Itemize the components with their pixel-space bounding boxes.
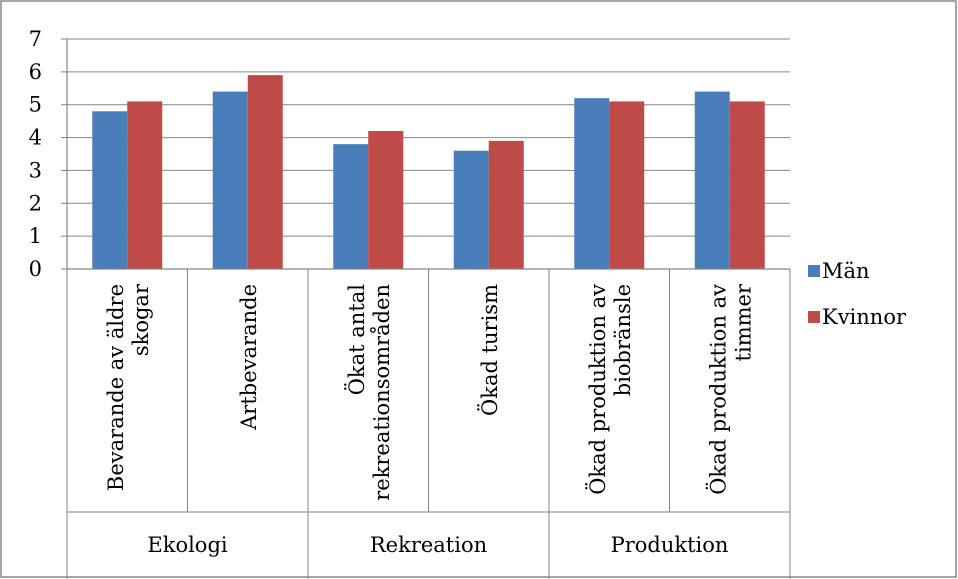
legend-label: Kvinnor: [822, 305, 907, 329]
y-tick-label: 5: [29, 93, 42, 117]
bar-kvinnor: [609, 101, 645, 269]
x-category-label-line: biobränsle: [611, 284, 635, 396]
legend-label: Män: [822, 259, 870, 283]
y-tick-label: 1: [29, 224, 42, 248]
x-category-label-line: Ökat antal: [344, 284, 369, 396]
x-group-label: Produktion: [611, 533, 729, 557]
x-category-label-line: timmer: [731, 283, 755, 361]
legend-swatch: [808, 311, 820, 323]
bar-kvinnor: [368, 131, 404, 269]
bar-man: [453, 150, 489, 269]
legend-swatch: [808, 265, 820, 277]
bar-man: [333, 144, 369, 269]
legend: Män Kvinnor: [808, 259, 907, 329]
x-group-label: Rekreation: [370, 533, 487, 557]
x-category-labels: Bevarande av äldre skogar Artbevarande Ökat…: [104, 283, 756, 501]
x-group-label: Ekologi: [147, 533, 228, 557]
y-tick-label: 7: [29, 27, 42, 51]
x-category-label-line: Artbevarande: [237, 284, 261, 431]
bars: [92, 75, 765, 270]
x-category-label-line: Ökad turism: [477, 284, 502, 416]
y-tick-label: 4: [29, 126, 42, 150]
x-category-label-line: Ökad produktion av: [585, 284, 610, 495]
y-tick-label: 0: [29, 257, 42, 281]
x-category-label-line: skogar: [129, 283, 153, 356]
x-category-label-line: Bevarande av äldre: [104, 284, 128, 491]
x-category-label-line: rekreationsområden: [370, 284, 394, 501]
y-tick-label: 2: [29, 191, 42, 215]
bar-man: [212, 91, 248, 269]
x-category-label: Bevarande av äldre skogar: [104, 283, 153, 491]
bar-man: [694, 91, 730, 269]
x-category-label-line: Ökad produktion av: [705, 284, 730, 495]
x-group-labels: Ekologi Rekreation Produktion: [147, 533, 728, 557]
bar-man: [574, 98, 610, 270]
y-tick-label: 3: [29, 158, 42, 182]
bar-man: [92, 111, 128, 270]
y-tick-label: 6: [29, 60, 42, 84]
bar-kvinnor: [488, 140, 524, 269]
bar-kvinnor: [127, 101, 163, 269]
x-category-label: Ökad produktion av biobränsle: [585, 284, 635, 495]
x-category-label: Ökad produktion av timmer: [705, 283, 755, 495]
x-category-label: Ökad turism: [477, 284, 502, 416]
y-tick-labels: 0 1 2 3 4 5 6 7: [29, 27, 42, 281]
x-category-label: Artbevarande: [237, 284, 261, 431]
gridlines: [67, 38, 790, 237]
bar-kvinnor: [247, 75, 283, 270]
bar-kvinnor: [729, 101, 765, 269]
axes: [61, 38, 791, 579]
x-category-label: Ökat antal rekreationsområden: [344, 284, 394, 501]
